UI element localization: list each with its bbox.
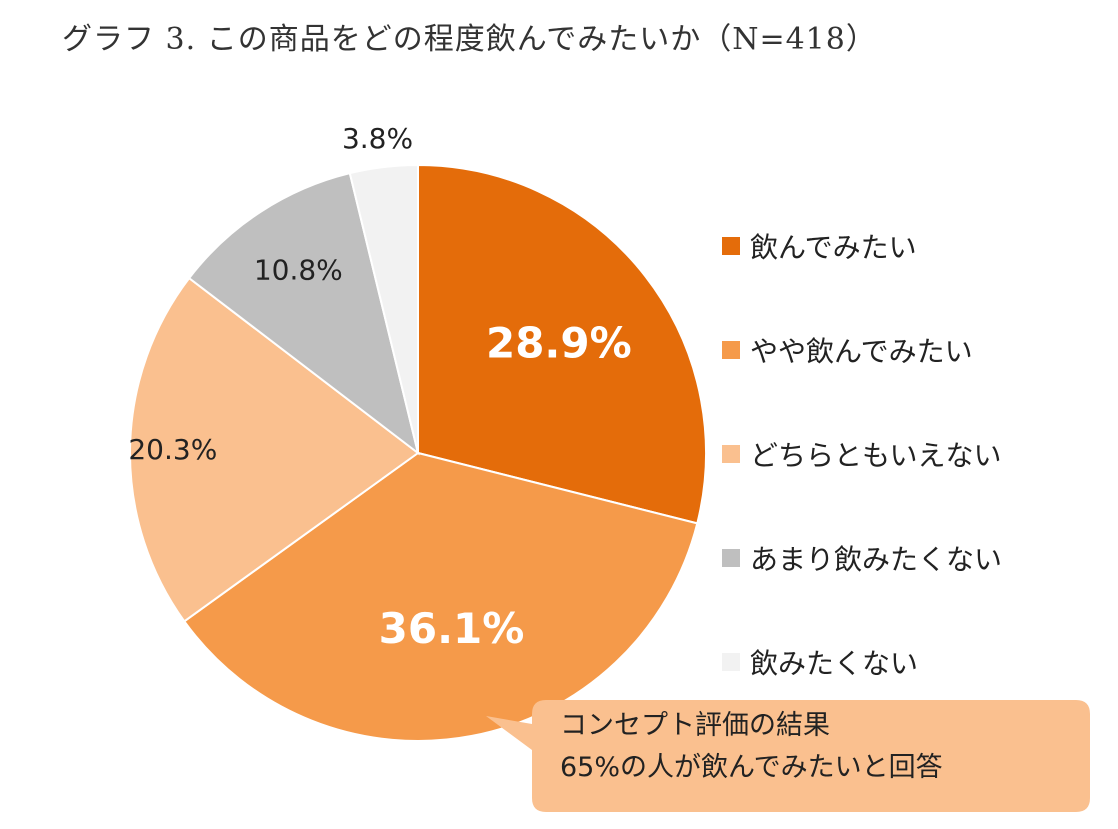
legend-swatch-3 bbox=[722, 445, 740, 463]
pie-slice-4 bbox=[187, 171, 420, 456]
callout-text: コンセプト評価の結果 65%の人が飲んでみたいと回答 bbox=[560, 705, 943, 789]
slice-label-4: 10.8% bbox=[254, 253, 343, 286]
callout-line-1: コンセプト評価の結果 bbox=[560, 710, 830, 741]
legend-swatch-1 bbox=[722, 237, 740, 255]
callout-box bbox=[486, 700, 1090, 812]
pie-slice-1 bbox=[417, 163, 707, 525]
legend-label-5: 飲みたくない bbox=[750, 647, 919, 680]
slice-label-3: 20.3% bbox=[128, 433, 217, 466]
chart-title: グラフ 3. この商品をどの程度飲んでみたいか（N=418） bbox=[62, 22, 877, 57]
legend-label-2: やや飲んでみたい bbox=[750, 335, 973, 368]
legend-swatch-5 bbox=[722, 653, 740, 671]
legend-item-1: 飲んでみたい bbox=[722, 224, 917, 268]
callout-line-2: 65%の人が飲んでみたいと回答 bbox=[560, 752, 943, 783]
legend-label-3: どちらともいえない bbox=[750, 439, 1002, 472]
legend-item-5: 飲みたくない bbox=[722, 640, 918, 684]
legend-item-3: どちらともいえない bbox=[722, 432, 1001, 476]
pie-slice-2 bbox=[182, 451, 699, 742]
legend-item-2: やや飲んでみたい bbox=[722, 328, 973, 372]
pie-slice-5 bbox=[348, 163, 419, 454]
slice-label-1: 28.9% bbox=[486, 319, 632, 368]
pie-slice-3 bbox=[129, 276, 420, 623]
legend-item-4: あまり飲みたくない bbox=[722, 536, 1002, 580]
legend-swatch-4 bbox=[722, 549, 740, 567]
legend-label-1: 飲んでみたい bbox=[750, 231, 917, 264]
slice-label-5: 3.8% bbox=[342, 122, 413, 155]
legend-swatch-2 bbox=[722, 341, 740, 359]
legend-label-4: あまり飲みたくない bbox=[750, 543, 1003, 576]
slice-label-2: 36.1% bbox=[379, 604, 525, 653]
